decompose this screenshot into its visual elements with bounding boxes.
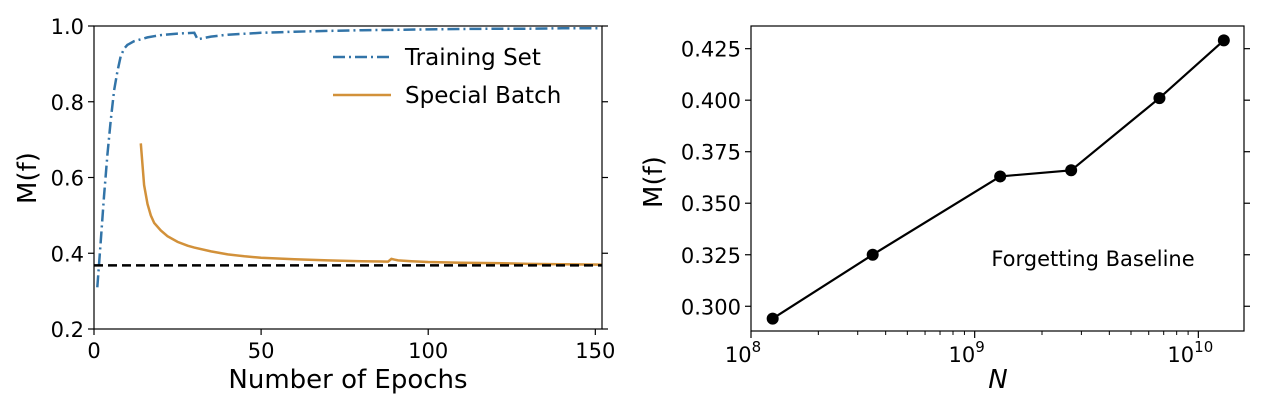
legend-label-training-set: Training Set — [404, 45, 541, 71]
y-tick-label: 0.2 — [51, 318, 84, 342]
right-y-axis-label: M(f) — [639, 156, 669, 208]
left-series-layer — [94, 27, 602, 288]
epochs-chart: 0 50 100 150 0.2 0.4 0.6 0.8 1.0 Number of Epoch… — [13, 15, 615, 395]
x-tick-label: 0 — [87, 339, 100, 363]
left-plot-frame — [93, 25, 603, 330]
forgetting-baseline-annotation: Forgetting Baseline — [991, 247, 1194, 271]
series-line-training-set — [96, 27, 602, 288]
data-point-marker — [994, 170, 1007, 183]
x-tick-label: 108 — [725, 338, 761, 367]
right-plot-frame — [750, 25, 1245, 332]
x-tick-label: 150 — [575, 339, 615, 363]
data-point-marker — [1153, 92, 1166, 105]
series-line-special-batch — [139, 143, 602, 266]
data-point-marker — [766, 312, 779, 325]
x-tick-label: 100 — [408, 339, 448, 363]
y-tick-label: 1.0 — [51, 15, 84, 39]
x-tick-label: 50 — [248, 339, 275, 363]
left-ticks: 0 50 100 150 0.2 0.4 0.6 0.8 1.0 — [51, 15, 616, 363]
y-tick-label: 0.375 — [681, 141, 741, 165]
legend-label-special-batch: Special Batch — [405, 83, 561, 109]
params-chart: 108 109 1010 0.300 0.325 0.350 0.375 0.400 0.425… — [639, 25, 1250, 395]
y-tick-label: 0.425 — [681, 38, 741, 62]
right-series-layer — [766, 34, 1230, 325]
right-ticks: 108 109 1010 0.300 0.325 0.350 0.375 0.400 0.425 — [681, 38, 1250, 367]
x-tick-label: 109 — [949, 338, 985, 367]
left-legend: Training Set Special Batch — [333, 45, 561, 109]
y-tick-label: 0.300 — [681, 295, 741, 319]
left-y-axis-label: M(f) — [13, 152, 43, 204]
data-point-marker — [1217, 34, 1230, 47]
left-x-axis-label: Number of Epochs — [228, 365, 467, 395]
series-line-forgetting-baseline — [772, 39, 1225, 320]
y-tick-label: 0.8 — [51, 91, 84, 115]
data-point-marker — [866, 248, 879, 261]
data-point-marker — [1065, 164, 1078, 177]
y-tick-label: 0.325 — [681, 244, 741, 268]
y-tick-label: 0.350 — [681, 192, 741, 216]
y-tick-label: 0.400 — [681, 89, 741, 113]
y-tick-label: 0.6 — [51, 167, 84, 191]
right-x-axis-label: N — [988, 365, 1007, 395]
y-tick-label: 0.4 — [51, 242, 84, 266]
x-tick-label: 1010 — [1167, 338, 1213, 367]
